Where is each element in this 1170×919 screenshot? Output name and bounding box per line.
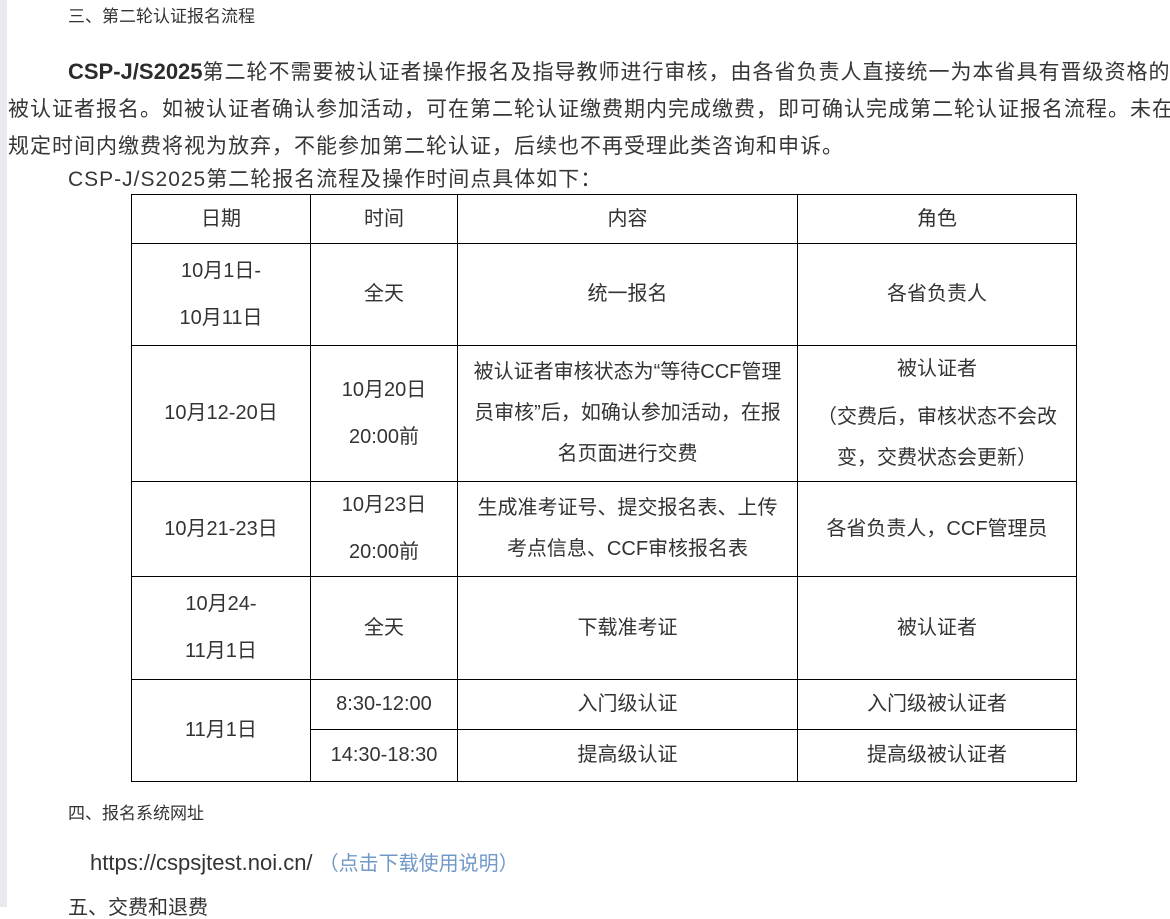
table-row: 10月12-20日 10月20日 20:00前 被认证者审核状态为“等待CCF管… xyxy=(131,345,1077,482)
time-line: 10月23日 xyxy=(341,494,427,516)
paragraph-line-1: CSP-J/S2025第二轮不需要被认证者操作报名及指导教师进行审核，由各省负责… xyxy=(8,53,1170,91)
cell-content: 入门级认证 xyxy=(457,679,798,730)
table-row: 10月1日- 10月11日 全天 统一报名 各省负责人 xyxy=(131,243,1077,346)
cell-time: 全天 xyxy=(310,576,458,680)
time-line: 20:00前 xyxy=(348,541,420,563)
document-body: 三、第二轮认证报名流程 CSP-J/S2025第二轮不需要被认证者操作报名及指导… xyxy=(8,0,1170,919)
cell-role: 被认证者 xyxy=(797,576,1077,680)
table-row: 10月21-23日 10月23日 20:00前 生成准考证号、提交报名表、上传考… xyxy=(131,481,1077,577)
cell-date: 10月1日- 10月11日 xyxy=(131,243,311,346)
paragraph-line-3: 规定时间内缴费将视为放弃，不能参加第二轮认证，后续也不再受理此类咨询和申诉。 xyxy=(8,135,844,158)
cell-date: 10月24- 11月1日 xyxy=(131,576,311,680)
cell-time: 全天 xyxy=(310,243,458,346)
header-role: 角色 xyxy=(797,194,1077,244)
section-4-heading: 四、报名系统网址 xyxy=(68,804,204,823)
cell-time: 8:30-12:00 xyxy=(310,679,458,730)
table-header-row: 日期 时间 内容 角色 xyxy=(131,194,1077,244)
cell-content: 下载准考证 xyxy=(457,576,798,680)
table-intro-line: CSP-J/S2025第二轮报名流程及操作时间点具体如下： xyxy=(68,168,603,191)
section-3-heading: 三、第二轮认证报名流程 xyxy=(68,7,255,26)
cell-content: 生成准考证号、提交报名表、上传考点信息、CCF审核报名表 xyxy=(457,481,798,577)
cell-role: 入门级被认证者 xyxy=(797,679,1077,730)
cell-content: 提高级认证 xyxy=(457,729,798,782)
registration-schedule-table: 日期 时间 内容 角色 10月1日- 10月11日 全天 统一报名 各省负责人 … xyxy=(131,194,1077,782)
csp-js2025-bold-label: CSP-J/S2025 xyxy=(68,59,203,84)
registration-url-line: https://cspsjtest.noi.cn/ （点击下载使用说明） xyxy=(8,849,1170,878)
date-line: 10月24- xyxy=(185,593,257,615)
cell-date: 10月21-23日 xyxy=(131,481,311,577)
cell-content: 统一报名 xyxy=(457,243,798,346)
section-5-heading: 五、交费和退费 xyxy=(68,897,208,919)
registration-url: https://cspsjtest.noi.cn/ xyxy=(90,850,313,875)
time-line: 10月20日 xyxy=(341,378,427,401)
cell-content: 被认证者审核状态为“等待CCF管理员审核”后，如确认参加活动，在报名页面进行交费 xyxy=(457,345,798,482)
header-content: 内容 xyxy=(457,194,798,244)
date-line: 10月11日 xyxy=(179,306,263,329)
download-instructions-link[interactable]: （点击下载使用说明） xyxy=(318,853,519,875)
cell-time: 10月23日 20:00前 xyxy=(310,481,458,577)
time-line: 20:00前 xyxy=(348,425,420,448)
paragraph-line-2: 被认证者报名。如被认证者确认参加活动，可在第二轮认证缴费期内完成缴费，即可确认完… xyxy=(8,98,1170,121)
section-3-paragraph: CSP-J/S2025第二轮不需要被认证者操作报名及指导教师进行审核，由各省负责… xyxy=(8,53,1170,165)
table-row: 10月24- 11月1日 全天 下载准考证 被认证者 xyxy=(131,576,1077,680)
date-line: 10月1日- xyxy=(180,259,262,282)
cell-role: 各省负责人 xyxy=(797,243,1077,346)
page-left-edge xyxy=(0,0,7,907)
role-paragraph: （交费后，审核状态不会改变，交费状态会更新） xyxy=(817,405,1057,469)
role-paragraph: 被认证者 xyxy=(897,357,977,380)
table-row: 14:30-18:30 提高级认证 提高级被认证者 xyxy=(132,729,1077,782)
cell-role: 被认证者 （交费后，审核状态不会改变，交费状态会更新） xyxy=(797,345,1077,482)
cell-date: 10月12-20日 xyxy=(131,345,311,482)
cell-role: 提高级被认证者 xyxy=(797,729,1077,782)
cell-time: 14:30-18:30 xyxy=(310,729,458,782)
cell-date: 11月1日 xyxy=(131,679,311,782)
table-row: 11月1日 8:30-12:00 入门级认证 入门级被认证者 xyxy=(131,679,1077,782)
header-time: 时间 xyxy=(310,194,458,244)
header-date: 日期 xyxy=(131,194,311,244)
date-line: 11月1日 xyxy=(185,640,257,662)
paragraph-line-1-text: 第二轮不需要被认证者操作报名及指导教师进行审核，由各省负责人直接统一为本省具有晋… xyxy=(202,61,1170,84)
cell-role: 各省负责人，CCF管理员 xyxy=(797,481,1077,577)
cell-time: 10月20日 20:00前 xyxy=(310,345,458,482)
